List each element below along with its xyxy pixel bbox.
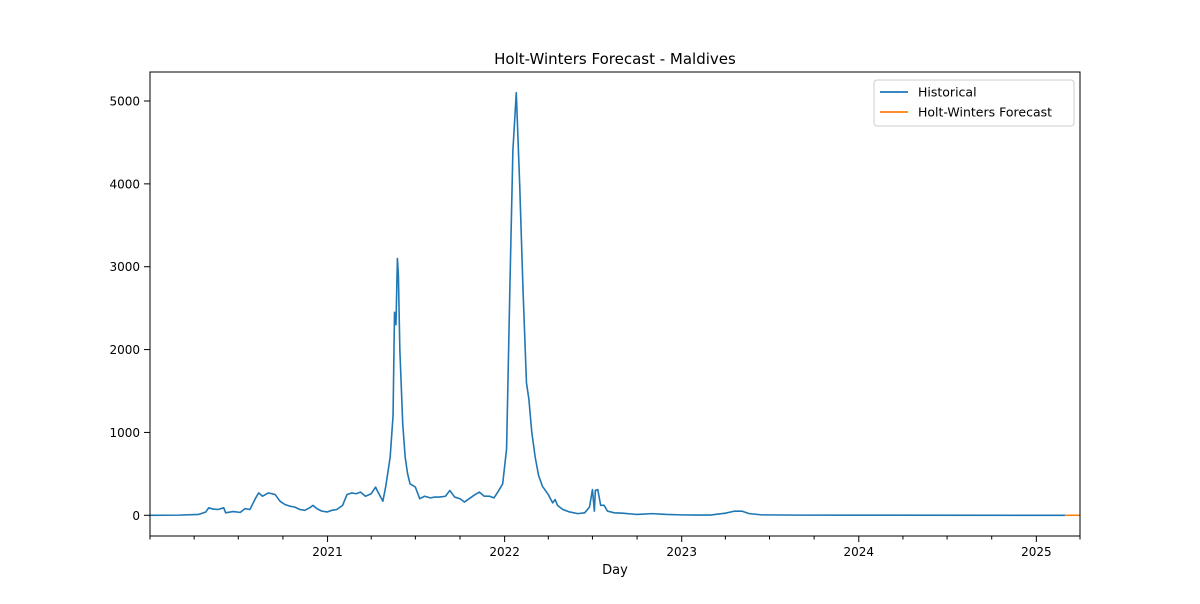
x-axis-label: Day (602, 563, 628, 578)
x-tick-label: 2023 (666, 545, 697, 559)
x-tick-label: 2021 (312, 545, 343, 559)
y-tick-label: 1000 (109, 426, 140, 440)
y-tick-label: 2000 (109, 343, 140, 357)
x-tick-label: 2025 (1021, 545, 1052, 559)
y-tick-label: 3000 (109, 260, 140, 274)
y-tick-label: 4000 (109, 177, 140, 191)
x-tick-label: 2022 (489, 545, 520, 559)
chart-title: Holt-Winters Forecast - Maldives (494, 50, 736, 68)
plot-layer (149, 91, 1080, 517)
series-line-0 (149, 91, 1065, 517)
x-tick-label: 2024 (844, 545, 875, 559)
plot-frame (149, 71, 1081, 537)
legend-box (873, 79, 1075, 127)
legend-label-0: Historical (918, 85, 977, 100)
y-axis: 0 1000 2000 3000 4000 5000 (109, 95, 150, 523)
y-tick-label: 5000 (109, 95, 140, 109)
legend-label-1: Holt-Winters Forecast (918, 105, 1052, 120)
legend: Historical Holt-Winters Forecast (873, 79, 1075, 127)
y-tick-label: 0 (132, 509, 140, 523)
x-axis: 2021 2022 2023 2024 2025 (149, 536, 1081, 559)
